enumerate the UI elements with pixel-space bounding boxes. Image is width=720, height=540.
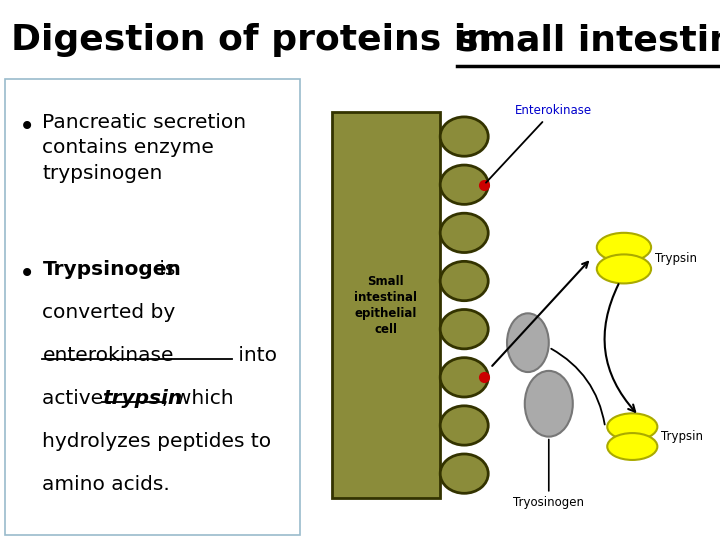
FancyArrowPatch shape	[605, 284, 635, 411]
Text: Trypsin: Trypsin	[662, 430, 703, 443]
Text: Enterokinase: Enterokinase	[486, 104, 592, 183]
Ellipse shape	[440, 117, 488, 156]
Text: trypsin: trypsin	[102, 389, 182, 408]
Ellipse shape	[440, 357, 488, 397]
Ellipse shape	[440, 406, 488, 445]
Ellipse shape	[440, 165, 488, 204]
Text: Tryosinogen: Tryosinogen	[513, 440, 585, 509]
Ellipse shape	[607, 413, 657, 440]
Ellipse shape	[440, 213, 488, 253]
FancyArrowPatch shape	[552, 349, 605, 424]
Ellipse shape	[597, 254, 651, 284]
Text: Pancreatic secretion
contains enzyme
trypsinogen: Pancreatic secretion contains enzyme try…	[42, 112, 246, 183]
Text: Small
intestinal
epithelial
cell: Small intestinal epithelial cell	[354, 275, 418, 335]
Ellipse shape	[525, 371, 573, 437]
Ellipse shape	[597, 233, 651, 262]
Text: Digestion of proteins in: Digestion of proteins in	[11, 23, 505, 57]
Text: into: into	[232, 346, 277, 365]
Ellipse shape	[507, 313, 549, 372]
Text: hydrolyzes peptides to: hydrolyzes peptides to	[42, 432, 271, 451]
Text: small intestine: small intestine	[457, 23, 720, 57]
Text: •: •	[19, 112, 35, 140]
Text: active: active	[42, 389, 110, 408]
Text: is: is	[153, 260, 176, 279]
Text: •: •	[19, 260, 35, 288]
Text: converted by: converted by	[42, 303, 176, 322]
Text: enterokinase: enterokinase	[42, 346, 174, 365]
Ellipse shape	[440, 454, 488, 494]
Text: Trypsinogen: Trypsinogen	[42, 260, 181, 279]
Text: Trypsin: Trypsin	[655, 252, 698, 265]
Ellipse shape	[440, 261, 488, 301]
Text: , which: , which	[162, 389, 233, 408]
Text: amino acids.: amino acids.	[42, 475, 170, 494]
FancyBboxPatch shape	[332, 112, 440, 498]
Ellipse shape	[440, 309, 488, 349]
Ellipse shape	[607, 433, 657, 460]
